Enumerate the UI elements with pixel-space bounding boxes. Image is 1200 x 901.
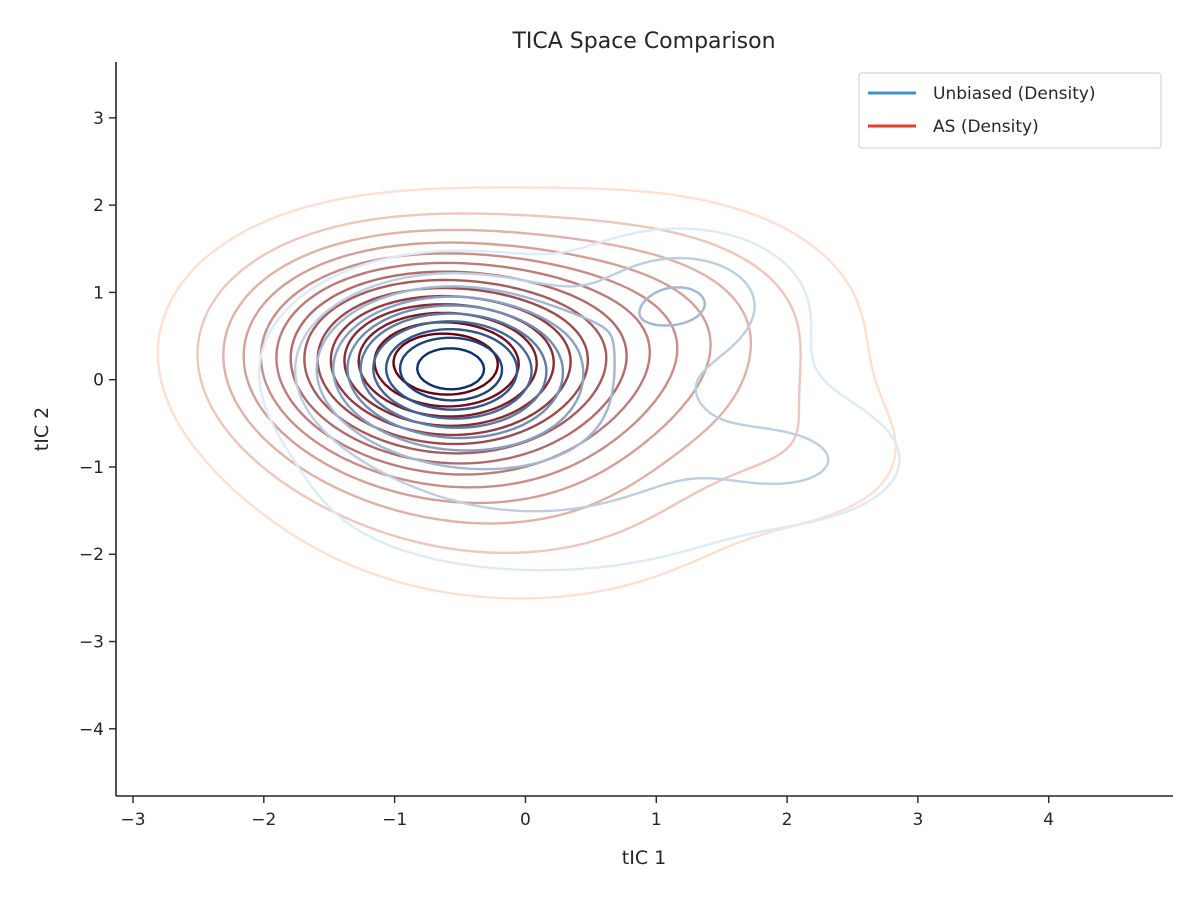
y-tick-label: 2 — [93, 196, 104, 216]
legend: Unbiased (Density) AS (Density) — [858, 72, 1162, 149]
y-axis-label: tIC 2 — [31, 407, 53, 451]
contour-level — [398, 336, 504, 402]
contour-level — [384, 328, 519, 411]
x-tick-label: −2 — [251, 810, 276, 830]
x-tick-label: 1 — [651, 810, 662, 830]
contour-level — [222, 228, 753, 525]
x-tick-label: 2 — [782, 810, 793, 830]
y-tick-label: −3 — [79, 633, 104, 653]
contour-level — [315, 285, 706, 471]
contour-level — [196, 212, 802, 554]
y-tick-label: 3 — [93, 109, 104, 129]
x-tick-label: −1 — [382, 810, 407, 830]
contour-level — [258, 227, 901, 572]
legend-label-unbiased: Unbiased (Density) — [933, 84, 1096, 104]
y-tick-label: −4 — [79, 720, 104, 740]
x-axis-label: tIC 1 — [622, 847, 666, 869]
x-tick-label: 3 — [912, 810, 923, 830]
contour-level — [359, 312, 548, 429]
legend-label-as: AS (Density) — [933, 117, 1039, 137]
contour-level — [275, 261, 651, 476]
contour-level — [156, 186, 897, 600]
contour-level — [372, 320, 533, 420]
x-axis-ticks: −3 −2 −1 0 1 2 3 4 — [120, 796, 1054, 830]
contour-level — [392, 332, 499, 396]
contour-level — [346, 304, 565, 440]
contour-level — [332, 295, 585, 452]
x-tick-label: −3 — [120, 810, 145, 830]
x-tick-label: 0 — [520, 810, 531, 830]
contour-level — [294, 256, 830, 513]
y-tick-label: −1 — [79, 458, 104, 478]
contour-series-unbiased-density — [258, 227, 901, 572]
contour-level — [303, 278, 608, 455]
y-tick-label: 0 — [93, 371, 104, 391]
contour-level — [416, 347, 486, 391]
contour-plot-area — [156, 186, 901, 600]
x-tick-label: 4 — [1043, 810, 1054, 830]
y-tick-label: −2 — [79, 545, 104, 565]
y-axis-ticks: −4 −3 −2 −1 0 1 2 3 — [79, 109, 116, 740]
y-tick-label: 1 — [93, 283, 104, 303]
chart-title: TICA Space Comparison — [511, 29, 775, 54]
legend-box — [858, 72, 1162, 149]
contour-series-as-density — [156, 186, 897, 600]
